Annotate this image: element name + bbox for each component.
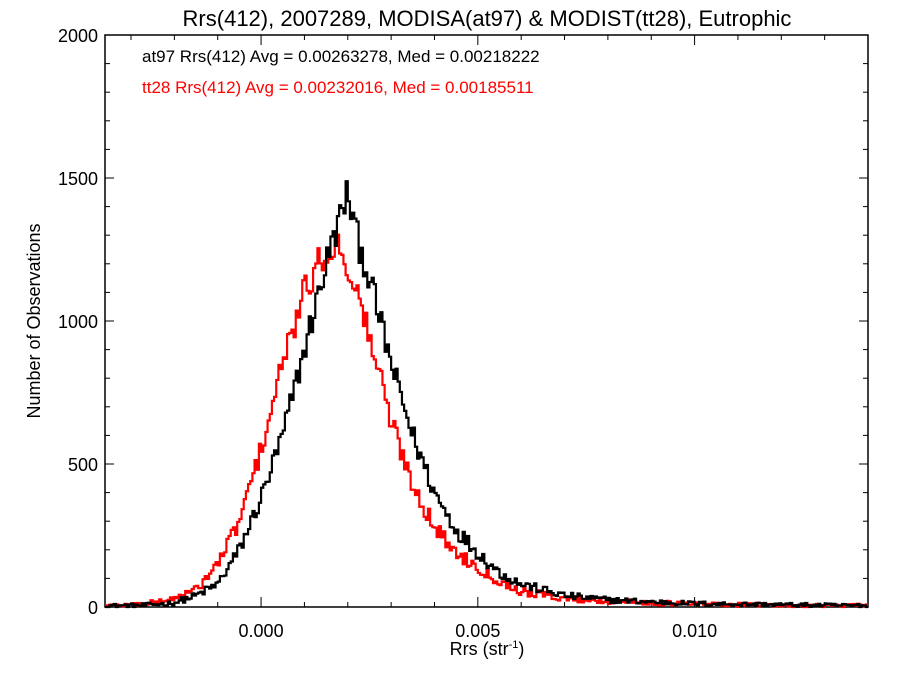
y-tick-label: 0	[88, 598, 98, 618]
y-tick-label: 2000	[58, 26, 98, 46]
series-line-tt28	[105, 233, 868, 609]
series-layer	[105, 180, 868, 609]
x-tick-label: 0.000	[239, 621, 284, 641]
x-tick-label: 0.005	[455, 621, 500, 641]
axis-ticks	[105, 34, 869, 608]
chart-title: Rrs(412), 2007289, MODISA(at97) & MODIST…	[183, 6, 792, 31]
x-axis-label-close: )	[518, 639, 524, 659]
annotation-tt28: tt28 Rrs(412) Avg = 0.00232016, Med = 0.…	[142, 78, 534, 97]
y-tick-label: 1500	[58, 169, 98, 189]
y-tick-label: 1000	[58, 312, 98, 332]
y-axis-label: Number of Observations	[24, 223, 44, 418]
plot-frame	[104, 34, 869, 608]
x-axis-label: Rrs (str-1)	[450, 639, 525, 659]
x-axis-label-superscript: -1	[509, 639, 519, 651]
y-tick-labels: 0 500 1000 1500 2000	[58, 26, 98, 618]
x-tick-labels: 0.000 0.005 0.010	[239, 621, 718, 641]
annotation-at97: at97 Rrs(412) Avg = 0.00263278, Med = 0.…	[142, 47, 540, 66]
x-tick-label: 0.010	[672, 621, 717, 641]
series-line-at97	[105, 180, 868, 609]
x-axis-label-main: Rrs (str	[450, 639, 509, 659]
y-tick-label: 500	[68, 455, 98, 475]
